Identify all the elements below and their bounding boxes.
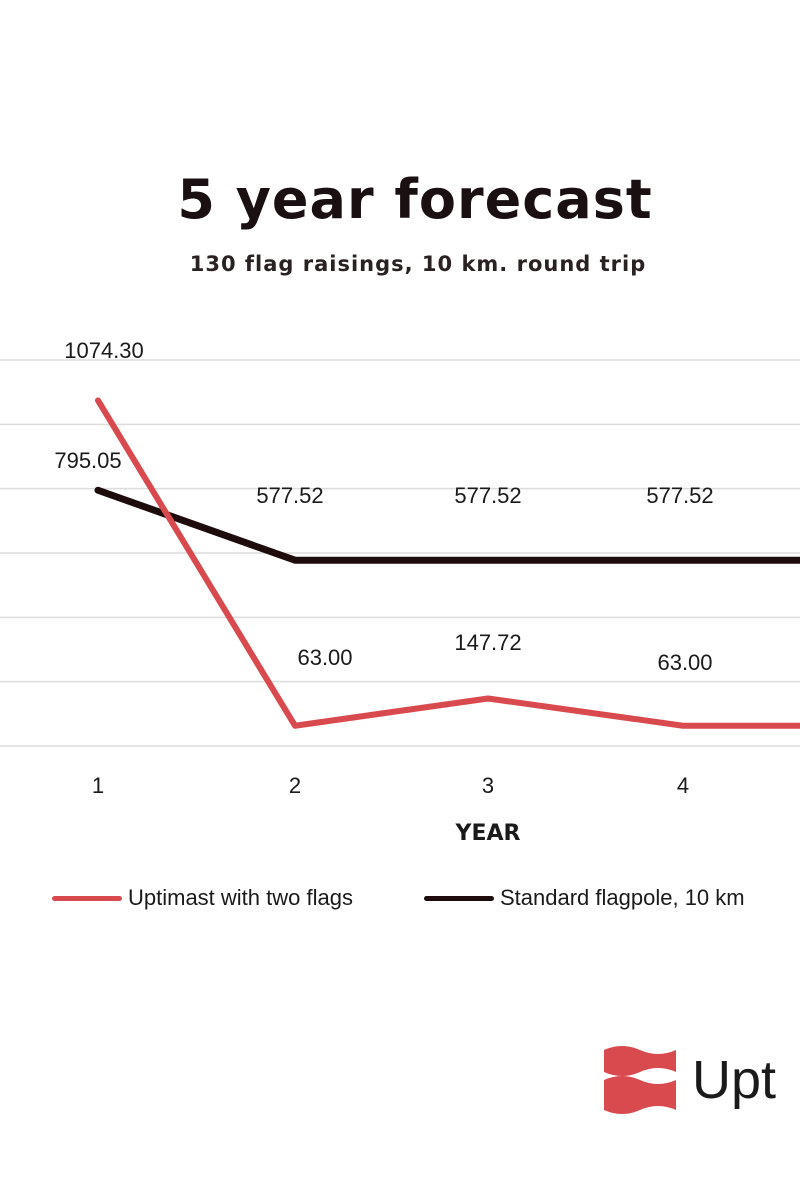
series-line-uptimast bbox=[95, 397, 800, 729]
legend-swatch bbox=[52, 895, 122, 901]
chart-subtitle: 130 flag raisings, 10 km. round trip bbox=[189, 252, 647, 276]
legend-label: Standard flagpole, 10 km bbox=[500, 885, 745, 910]
gridlines bbox=[0, 359, 800, 747]
data-label: 577.52 bbox=[646, 483, 713, 508]
x-axis-label: YEAR bbox=[455, 821, 521, 846]
data-label: 577.52 bbox=[454, 483, 521, 508]
data-label: 63.00 bbox=[297, 645, 352, 670]
chart-title: 5 year forecast bbox=[177, 168, 653, 231]
legend-swatch bbox=[424, 895, 494, 901]
brand-text: Upt bbox=[692, 1050, 777, 1110]
series-lines bbox=[94, 397, 800, 729]
legend: Uptimast with two flags Standard flagpol… bbox=[52, 885, 800, 921]
data-label: 147.72 bbox=[454, 630, 521, 655]
data-labels: 1074.30 63.00 147.72 63.00 795.05 577.52 577.5… bbox=[54, 338, 713, 675]
x-axis-ticks: 1 2 3 4 bbox=[92, 773, 689, 798]
data-label: 1074.30 bbox=[64, 338, 144, 363]
x-tick-label: 1 bbox=[92, 773, 104, 798]
flag-logo-icon bbox=[604, 1046, 676, 1114]
data-label: 63.00 bbox=[657, 650, 712, 675]
brand-logo: Upt bbox=[600, 1035, 800, 1125]
data-label: 795.05 bbox=[54, 448, 121, 473]
data-label: 577.52 bbox=[256, 483, 323, 508]
line-chart: 1074.30 63.00 147.72 63.00 795.05 577.52 577.5… bbox=[0, 338, 800, 846]
legend-label: Uptimast with two flags bbox=[128, 885, 353, 910]
x-tick-label: 3 bbox=[482, 773, 494, 798]
x-tick-label: 4 bbox=[677, 773, 689, 798]
legend-item-standard: Standard flagpole, 10 km bbox=[424, 885, 745, 911]
legend-item-uptimast: Uptimast with two flags bbox=[52, 885, 353, 911]
x-tick-label: 2 bbox=[289, 773, 301, 798]
series-line-standard bbox=[94, 486, 800, 564]
